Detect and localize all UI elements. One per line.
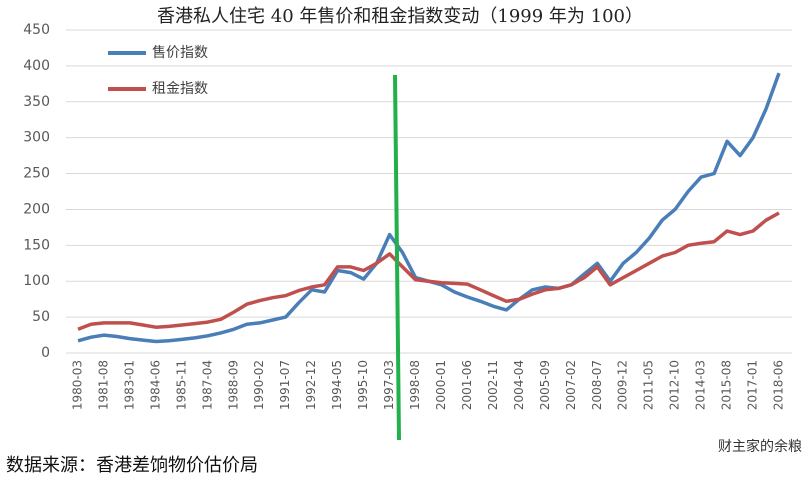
x-tick-label: 2017-01: [746, 360, 760, 410]
x-tick-label: 1985-11: [174, 360, 188, 410]
x-tick-label: 2015-08: [720, 360, 734, 410]
y-tick-label: 250: [23, 166, 50, 182]
x-tick-label: 2002-11: [486, 360, 500, 410]
x-tick-label: 2005-09: [538, 360, 552, 410]
x-tick-label: 1984-06: [148, 360, 162, 410]
x-tick-label: 2012-10: [668, 360, 682, 410]
y-tick-label: 400: [23, 58, 50, 74]
x-tick-label: 1980-03: [71, 360, 85, 410]
x-tick-label: 1983-01: [122, 360, 136, 410]
x-tick-label: 1988-09: [226, 360, 240, 410]
x-tick-label: 2007-02: [564, 360, 578, 410]
x-tick-label: 1998-08: [408, 360, 422, 410]
y-tick-label: 200: [23, 201, 50, 217]
y-tick-label: 450: [23, 22, 50, 38]
source-note: 数据来源：香港差饷物价估价局: [6, 455, 258, 476]
y-tick-label: 0: [41, 345, 50, 361]
y-tick-label: 150: [23, 237, 50, 253]
x-tick-label: 1994-05: [330, 360, 344, 410]
legend-label: 租金指数: [152, 81, 208, 97]
x-tick-label: 2001-06: [460, 360, 474, 410]
x-tick-label: 1992-12: [304, 360, 318, 410]
x-tick-label: 1995-10: [356, 360, 370, 410]
x-tick-label: 1981-08: [96, 360, 110, 410]
x-tick-label: 1991-07: [278, 360, 292, 410]
x-tick-label: 2008-07: [590, 360, 604, 410]
plot-area: 0 50 100 150 200 250 300 350 400 450 1980-03 1981-0…: [23, 22, 792, 410]
x-tick-label: 2009-12: [616, 360, 630, 410]
x-tick-label: 2018-06: [772, 360, 786, 410]
x-tick-label: 1990-02: [252, 360, 266, 410]
watermark: 财主家的余粮: [718, 438, 802, 455]
series-line: [77, 72, 781, 344]
x-tick-label: 2014-03: [694, 360, 708, 410]
x-tick-label: 2000-01: [434, 360, 448, 410]
x-tick-label: 2011-05: [642, 360, 656, 410]
y-tick-label: 50: [32, 309, 50, 325]
y-tick-label: 300: [23, 130, 50, 146]
series-line: [77, 211, 780, 331]
legend-label: 售价指数: [152, 45, 208, 61]
y-tick-label: 100: [23, 273, 50, 289]
x-tick-label: 1997-03: [382, 360, 396, 410]
chart-title: 香港私人住宅 40 年售价和租金指数变动（1999 年为 100）: [157, 6, 643, 27]
marker-line: [393, 74, 401, 441]
x-tick-label: 2004-04: [512, 360, 526, 410]
x-tick-label: 1987-04: [200, 360, 214, 410]
y-tick-label: 350: [23, 94, 50, 110]
